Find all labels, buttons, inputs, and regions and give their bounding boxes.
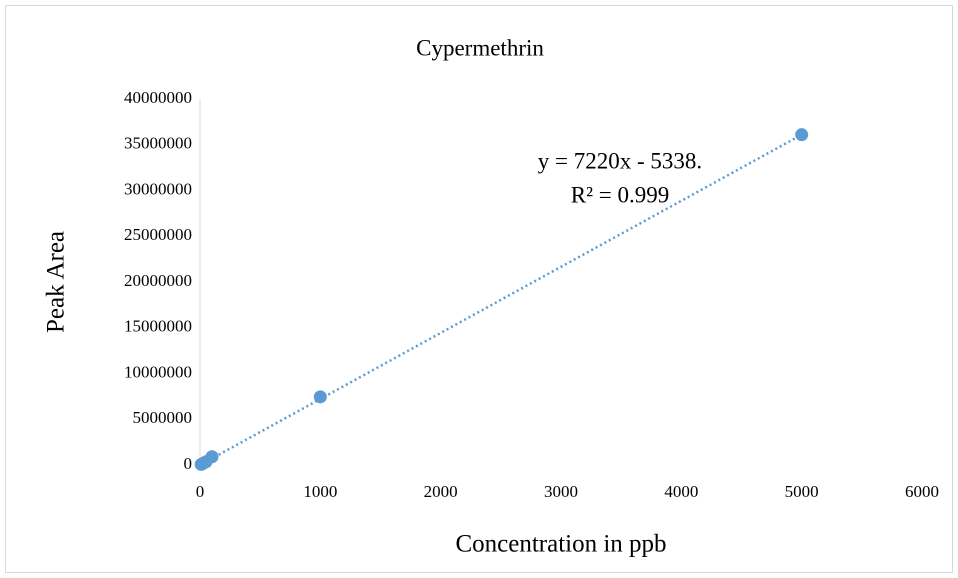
y-tick-label: 35000000 [124, 134, 192, 153]
trendline-equation: y = 7220x - 5338. [538, 148, 702, 173]
y-tick-label: 5000000 [133, 408, 193, 427]
x-tick-label: 6000 [905, 482, 939, 501]
y-tick-label: 40000000 [124, 88, 192, 107]
trendline [200, 133, 803, 466]
y-tick-label: 10000000 [124, 362, 192, 381]
data-point [795, 128, 809, 142]
y-tick-label: 20000000 [124, 271, 192, 290]
x-tick-label: 2000 [424, 482, 458, 501]
y-tick-label: 15000000 [124, 317, 192, 336]
chart-title: Cypermethrin [416, 35, 544, 60]
x-tick-label: 3000 [544, 482, 578, 501]
data-point [313, 390, 327, 404]
x-tick-label: 5000 [785, 482, 819, 501]
x-tick-label: 1000 [303, 482, 337, 501]
x-tick-label: 4000 [664, 482, 698, 501]
chart-border [5, 5, 953, 573]
data-point [205, 450, 219, 464]
y-tick-label: 25000000 [124, 225, 192, 244]
x-axis-label: Concentration in ppb [455, 531, 666, 558]
y-axis-label: Peak Area [43, 231, 70, 333]
x-tick-label: 0 [196, 482, 205, 501]
y-tick-label: 30000000 [124, 179, 192, 198]
y-tick-label: 0 [184, 454, 193, 473]
trendline-r2: R² = 0.999 [571, 182, 669, 207]
